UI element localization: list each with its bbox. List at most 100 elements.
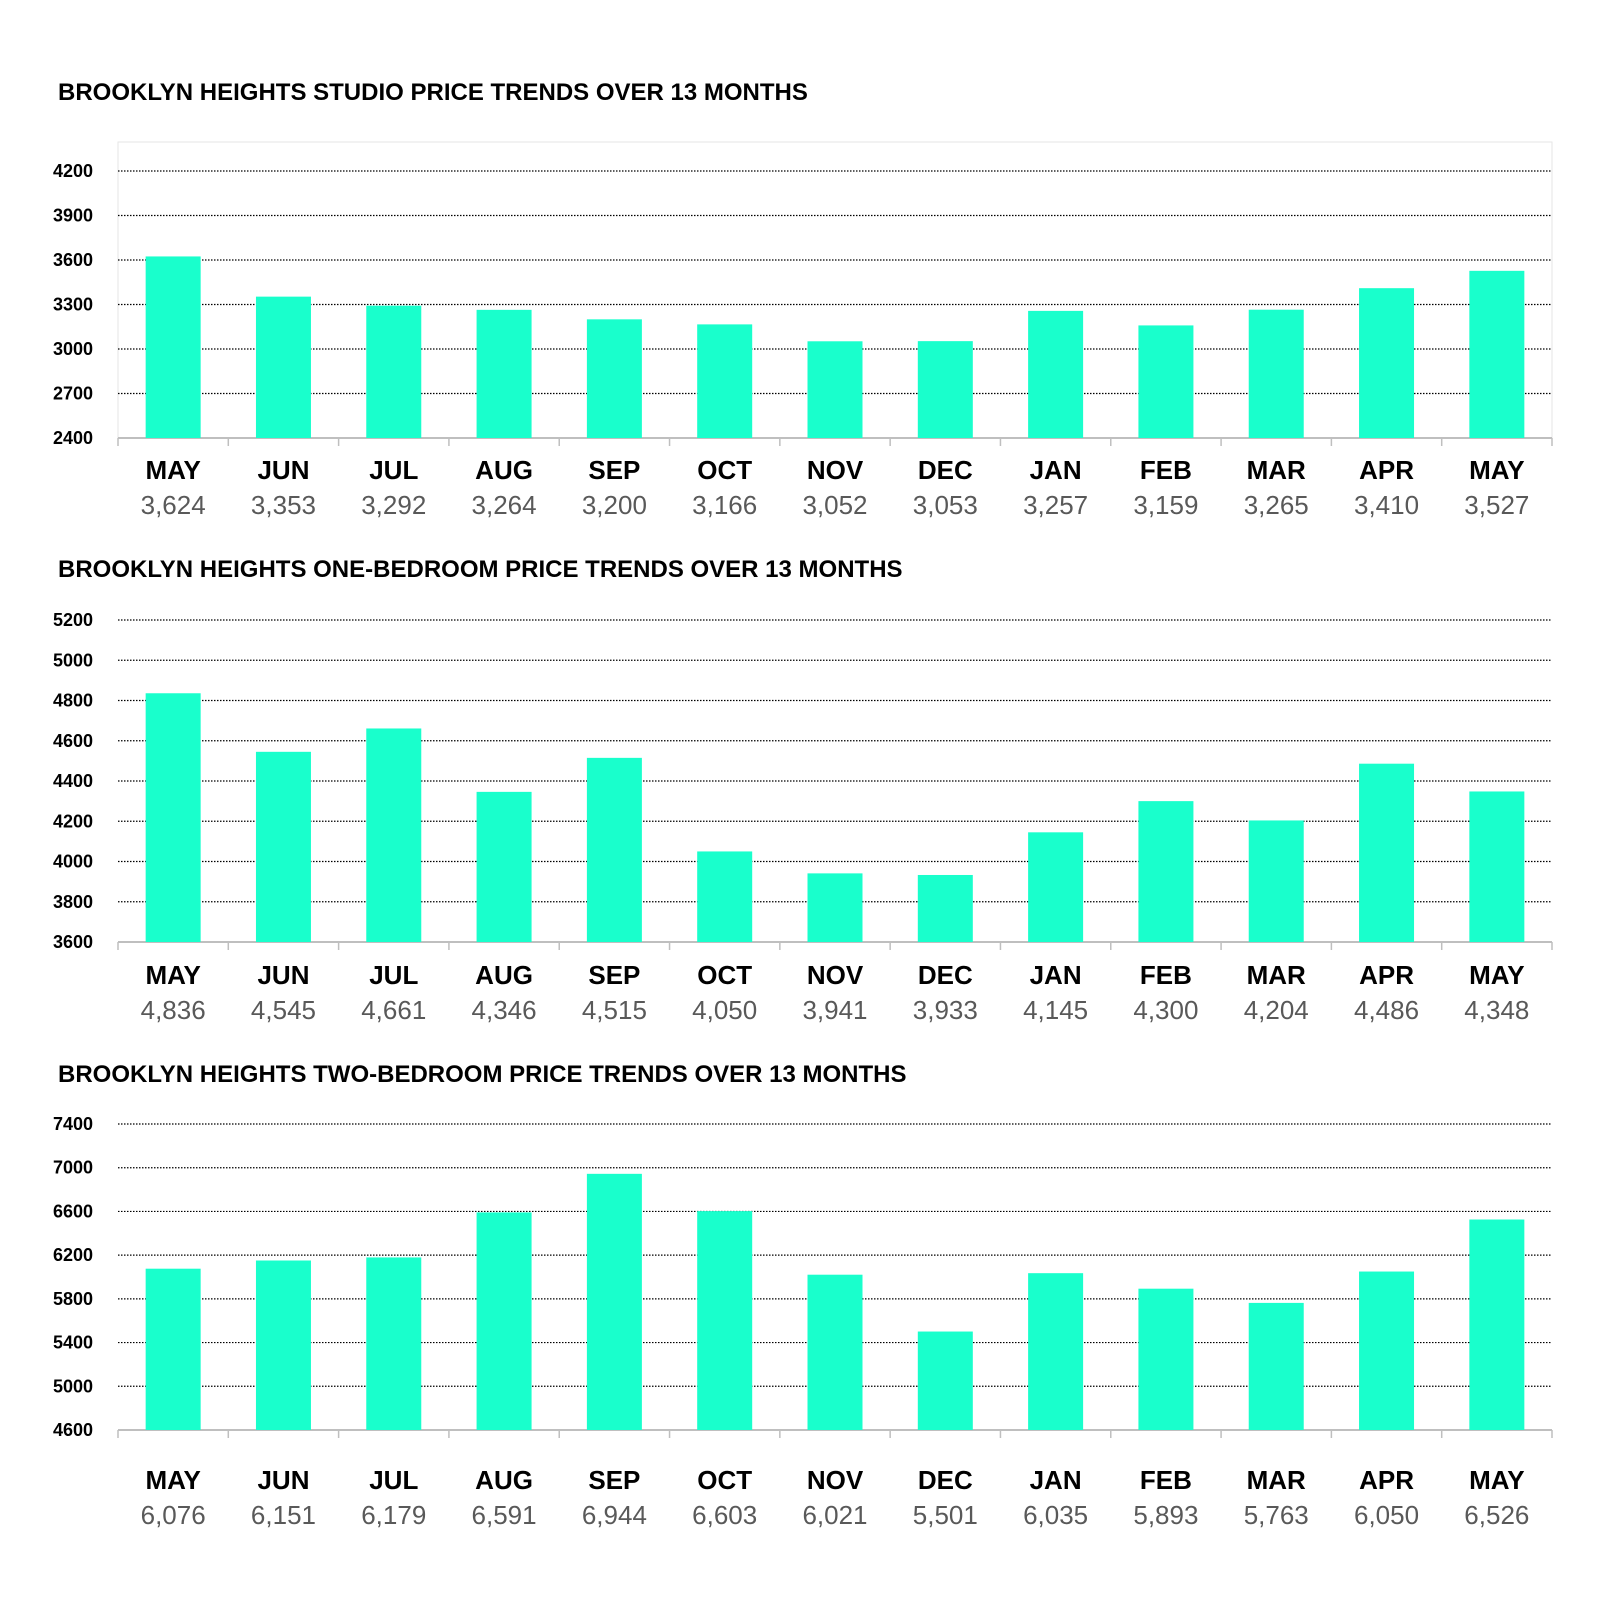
x-tick-label: MAR [1247,1465,1306,1495]
bar [1028,832,1084,942]
bar [366,305,422,438]
x-tick-label: JUL [369,1465,418,1495]
bar [476,1212,532,1430]
data-label: 3,624 [141,490,206,520]
bar [586,1173,642,1430]
data-label: 4,545 [251,995,316,1025]
bar [145,256,201,438]
y-tick-label: 3000 [53,339,93,359]
y-tick-label: 4200 [53,811,93,831]
bar [1138,325,1194,438]
data-label: 3,264 [472,490,537,520]
data-label: 6,021 [802,1500,867,1530]
data-label: 5,763 [1244,1500,1309,1530]
data-label: 3,941 [802,995,867,1025]
bar [366,728,422,942]
data-label: 5,893 [1133,1500,1198,1530]
x-tick-label: JUN [257,455,309,485]
data-label: 6,076 [141,1500,206,1530]
x-tick-label: MAY [1469,455,1524,485]
data-label: 6,591 [472,1500,537,1530]
bar [255,296,311,438]
bar [1028,1273,1084,1430]
data-label: 3,292 [361,490,426,520]
x-tick-label: MAY [145,960,200,990]
x-tick-label: JUN [257,960,309,990]
x-tick-label: MAY [145,1465,200,1495]
bar [1359,763,1415,942]
x-tick-label: JUL [369,455,418,485]
bar [1359,1271,1415,1430]
y-tick-label: 5400 [53,1333,93,1353]
bar [255,751,311,942]
data-label: 4,145 [1023,995,1088,1025]
bar [1028,310,1084,438]
x-tick-label: APR [1359,455,1414,485]
bar [917,874,973,942]
y-tick-label: 5000 [53,1376,93,1396]
x-tick-label: SEP [588,455,640,485]
data-label: 3,166 [692,490,757,520]
x-tick-label: FEB [1140,455,1192,485]
y-tick-label: 3900 [53,206,93,226]
bar [1138,801,1194,942]
data-label: 3,410 [1354,490,1419,520]
x-tick-label: NOV [807,960,864,990]
bar [1248,309,1304,438]
y-tick-label: 4400 [53,771,93,791]
data-label: 4,348 [1464,995,1529,1025]
x-tick-label: JAN [1030,960,1082,990]
x-tick-label: MAY [1469,1465,1524,1495]
data-label: 3,257 [1023,490,1088,520]
x-tick-label: SEP [588,1465,640,1495]
chart-title: BROOKLYN HEIGHTS STUDIO PRICE TRENDS OVE… [58,79,808,106]
x-tick-label: APR [1359,1465,1414,1495]
chart-2: BROOKLYN HEIGHTS ONE-BEDROOM PRICE TREND… [53,556,1553,1025]
data-label: 6,179 [361,1500,426,1530]
bar [1138,1288,1194,1430]
data-label: 4,661 [361,995,426,1025]
bar [697,1211,753,1430]
data-label: 3,052 [802,490,867,520]
data-label: 6,035 [1023,1500,1088,1530]
bar [917,1331,973,1430]
y-tick-label: 2700 [53,384,93,404]
x-tick-label: MAR [1247,455,1306,485]
bar [476,791,532,942]
data-label: 4,050 [692,995,757,1025]
x-tick-label: DEC [918,960,973,990]
bar [807,1274,863,1430]
bar [1248,1302,1304,1430]
y-tick-label: 6200 [53,1245,93,1265]
x-tick-label: FEB [1140,1465,1192,1495]
data-label: 6,603 [692,1500,757,1530]
y-tick-label: 4200 [53,161,93,181]
bar [145,693,201,942]
x-tick-label: SEP [588,960,640,990]
bar [697,324,753,438]
data-label: 3,159 [1133,490,1198,520]
chart-3: BROOKLYN HEIGHTS TWO-BEDROOM PRICE TREND… [53,1061,1553,1530]
data-label: 3,527 [1464,490,1529,520]
data-label: 4,346 [472,995,537,1025]
data-label: 3,053 [913,490,978,520]
x-tick-label: MAY [145,455,200,485]
x-tick-label: OCT [697,960,752,990]
data-label: 4,486 [1354,995,1419,1025]
x-tick-label: OCT [697,455,752,485]
y-tick-label: 2400 [53,428,93,448]
bar [476,309,532,438]
data-label: 6,050 [1354,1500,1419,1530]
x-tick-label: AUG [475,1465,533,1495]
data-label: 3,353 [251,490,316,520]
x-tick-label: DEC [918,455,973,485]
x-tick-label: OCT [697,1465,752,1495]
bar [1469,1219,1525,1430]
data-label: 4,300 [1133,995,1198,1025]
data-label: 5,501 [913,1500,978,1530]
x-tick-label: DEC [918,1465,973,1495]
y-tick-label: 6600 [53,1201,93,1221]
bar [697,851,753,942]
x-tick-label: MAY [1469,960,1524,990]
bar [807,873,863,942]
